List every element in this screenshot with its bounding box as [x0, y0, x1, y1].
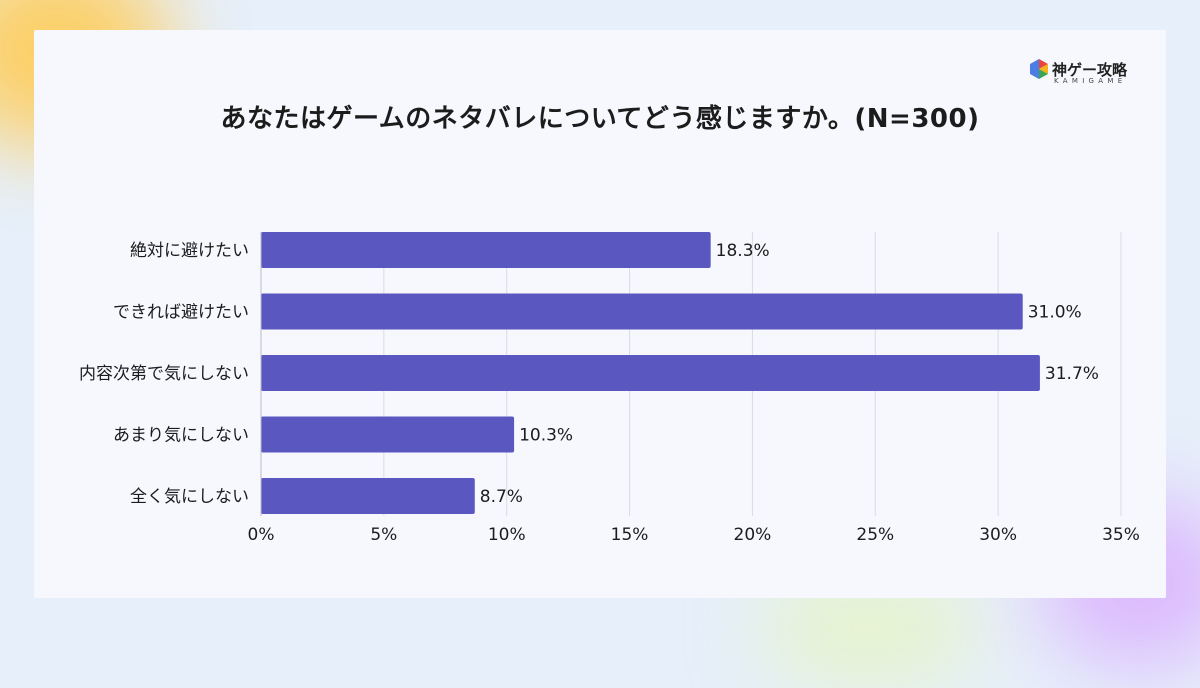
bar: [261, 478, 475, 514]
bar: [261, 293, 1023, 330]
category-label: 内容次第で気にしない: [79, 364, 249, 384]
bar-chart: 0% 5% 10% 15% 20% 25% 30% 35% 絶対に避けたい 18.3% できれば避け…: [79, 232, 1140, 545]
x-tick-label: 5%: [370, 525, 397, 545]
bar: [261, 355, 1040, 391]
x-tick-label: 30%: [979, 525, 1017, 545]
kamigame-logo-icon: [1030, 59, 1048, 79]
data-label: 10.3%: [519, 426, 573, 446]
data-label: 18.3%: [716, 241, 770, 261]
category-label: 絶対に避けたい: [130, 241, 249, 261]
category-label: できれば避けたい: [113, 303, 249, 323]
data-label: 31.0%: [1028, 303, 1082, 323]
x-tick-label: 25%: [856, 525, 894, 545]
x-tick-label: 20%: [734, 525, 772, 545]
brand-name: 神ゲー攻略: [1052, 61, 1128, 79]
bar: [261, 232, 711, 268]
category-label: あまり気にしない: [113, 426, 249, 446]
x-tick-label: 0%: [248, 525, 275, 545]
category-label: 全く気にしない: [130, 487, 249, 507]
chart-title: あなたはゲームのネタバレについてどう感じますか。(N=300): [220, 104, 980, 134]
brand-subtitle: KAMIGAME: [1054, 77, 1127, 85]
data-label: 31.7%: [1045, 364, 1099, 384]
x-tick-label: 35%: [1102, 525, 1140, 545]
x-tick-label: 15%: [611, 525, 649, 545]
bar: [261, 416, 515, 453]
x-tick-label: 10%: [488, 525, 526, 545]
data-label: 8.7%: [480, 487, 523, 507]
